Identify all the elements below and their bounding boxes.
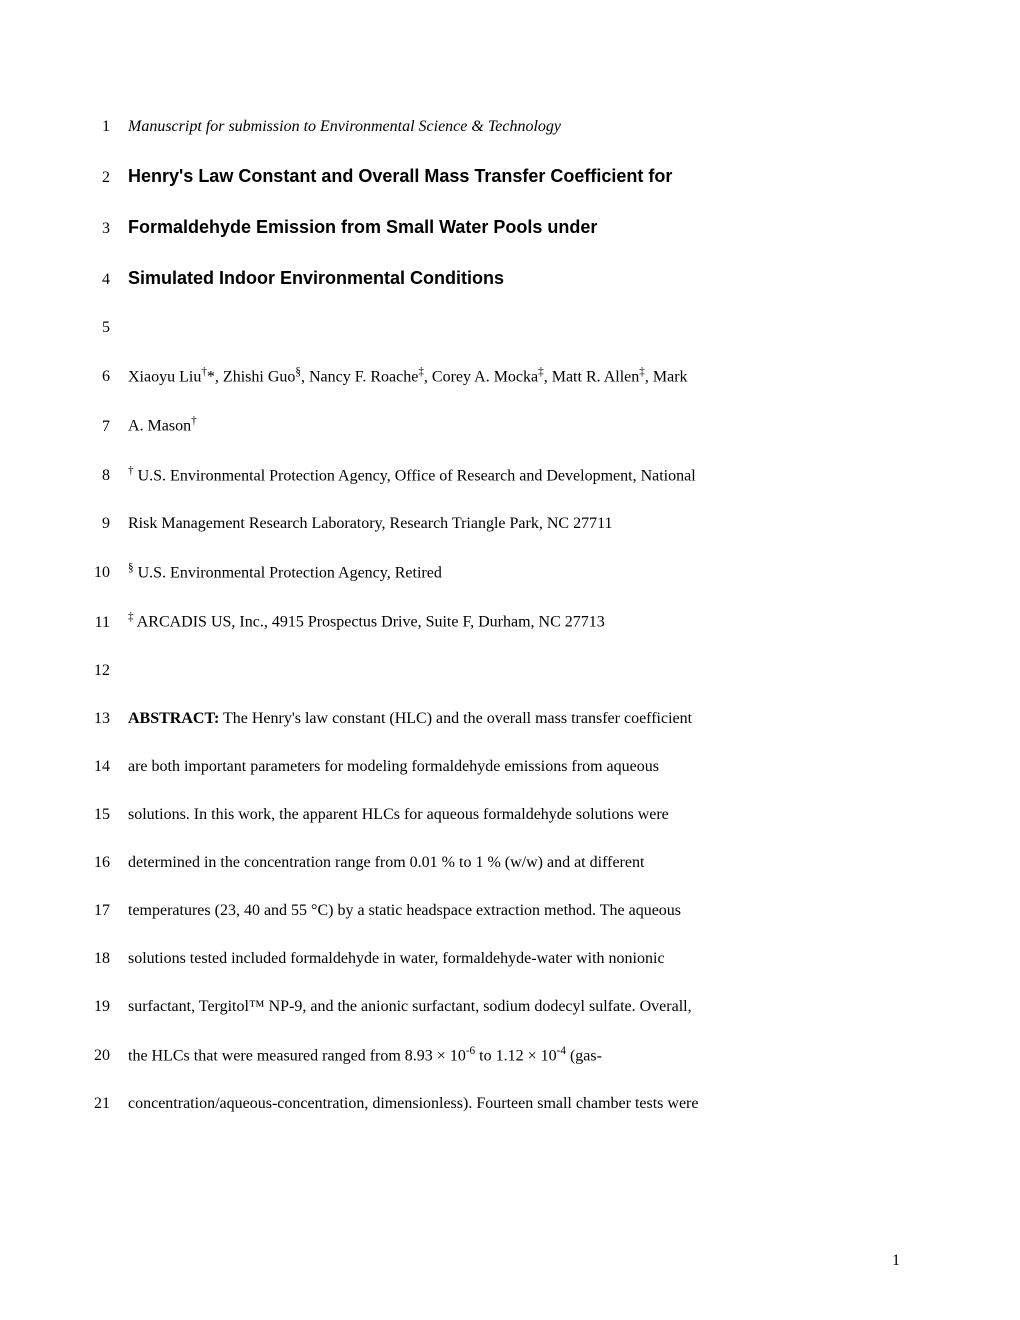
affiliation-line: Risk Management Research Laboratory, Res… bbox=[128, 512, 612, 536]
line-number: 17 bbox=[80, 902, 128, 920]
line-number: 16 bbox=[80, 854, 128, 872]
line-number: 18 bbox=[80, 950, 128, 968]
line-10: 10 § U.S. Environmental Protection Agenc… bbox=[80, 560, 900, 585]
line-6: 6 Xiaoyu Liu†*, Zhishi Guo§, Nancy F. Ro… bbox=[80, 364, 900, 389]
blank-line bbox=[128, 316, 132, 340]
line-number: 7 bbox=[80, 418, 128, 436]
line-number: 10 bbox=[80, 564, 128, 582]
abstract-line: concentration/aqueous-concentration, dim… bbox=[128, 1092, 698, 1116]
line-number: 20 bbox=[80, 1047, 128, 1065]
line-13: 13 ABSTRACT: The Henry's law constant (H… bbox=[80, 707, 900, 731]
abstract-label: ABSTRACT: bbox=[128, 710, 219, 727]
abstract-line: determined in the concentration range fr… bbox=[128, 851, 644, 875]
line-number: 2 bbox=[80, 169, 128, 187]
line-number: 4 bbox=[80, 271, 128, 289]
line-number: 21 bbox=[80, 1095, 128, 1113]
line-9: 9 Risk Management Research Laboratory, R… bbox=[80, 512, 900, 536]
line-number: 13 bbox=[80, 710, 128, 728]
line-19: 19 surfactant, Tergitol™ NP-9, and the a… bbox=[80, 995, 900, 1019]
abstract-line: surfactant, Tergitol™ NP-9, and the anio… bbox=[128, 995, 692, 1019]
line-1: 1 Manuscript for submission to Environme… bbox=[80, 115, 900, 139]
abstract-line: temperatures (23, 40 and 55 °C) by a sta… bbox=[128, 899, 681, 923]
line-number: 5 bbox=[80, 319, 128, 337]
line-number: 15 bbox=[80, 806, 128, 824]
line-number: 6 bbox=[80, 368, 128, 386]
authors-line: Xiaoyu Liu†*, Zhishi Guo§, Nancy F. Roac… bbox=[128, 364, 688, 389]
line-number: 14 bbox=[80, 758, 128, 776]
line-number: 19 bbox=[80, 998, 128, 1016]
line-5: 5 bbox=[80, 316, 900, 340]
authors-line: A. Mason† bbox=[128, 413, 197, 438]
line-14: 14 are both important parameters for mod… bbox=[80, 755, 900, 779]
line-15: 15 solutions. In this work, the apparent… bbox=[80, 803, 900, 827]
page-number: 1 bbox=[892, 1252, 900, 1270]
abstract-line: are both important parameters for modeli… bbox=[128, 755, 659, 779]
line-21: 21 concentration/aqueous-concentration, … bbox=[80, 1092, 900, 1116]
line-number: 1 bbox=[80, 118, 128, 136]
line-2: 2 Henry's Law Constant and Overall Mass … bbox=[80, 163, 900, 190]
line-11: 11 ‡ ARCADIS US, Inc., 4915 Prospectus D… bbox=[80, 609, 900, 634]
affiliation-line: § U.S. Environmental Protection Agency, … bbox=[128, 560, 442, 585]
line-12: 12 bbox=[80, 659, 900, 683]
affiliation-line: ‡ ARCADIS US, Inc., 4915 Prospectus Driv… bbox=[128, 609, 605, 634]
abstract-line: solutions tested included formaldehyde i… bbox=[128, 947, 665, 971]
line-18: 18 solutions tested included formaldehyd… bbox=[80, 947, 900, 971]
line-17: 17 temperatures (23, 40 and 55 °C) by a … bbox=[80, 899, 900, 923]
abstract-line: solutions. In this work, the apparent HL… bbox=[128, 803, 669, 827]
line-number: 11 bbox=[80, 614, 128, 632]
line-8: 8 † U.S. Environmental Protection Agency… bbox=[80, 463, 900, 488]
line-4: 4 Simulated Indoor Environmental Conditi… bbox=[80, 265, 900, 292]
line-16: 16 determined in the concentration range… bbox=[80, 851, 900, 875]
line-20: 20 the HLCs that were measured ranged fr… bbox=[80, 1043, 900, 1068]
line-3: 3 Formaldehyde Emission from Small Water… bbox=[80, 214, 900, 241]
affiliation-line: † U.S. Environmental Protection Agency, … bbox=[128, 463, 696, 488]
manuscript-note: Manuscript for submission to Environment… bbox=[128, 115, 561, 139]
abstract-line: the HLCs that were measured ranged from … bbox=[128, 1043, 602, 1068]
abstract-line: ABSTRACT: The Henry's law constant (HLC)… bbox=[128, 707, 692, 731]
blank-line bbox=[128, 659, 132, 683]
line-number: 8 bbox=[80, 467, 128, 485]
title-line: Henry's Law Constant and Overall Mass Tr… bbox=[128, 163, 672, 190]
line-number: 12 bbox=[80, 662, 128, 680]
line-number: 3 bbox=[80, 220, 128, 238]
title-line: Formaldehyde Emission from Small Water P… bbox=[128, 214, 597, 241]
line-7: 7 A. Mason† bbox=[80, 413, 900, 438]
title-line: Simulated Indoor Environmental Condition… bbox=[128, 265, 504, 292]
line-number: 9 bbox=[80, 515, 128, 533]
